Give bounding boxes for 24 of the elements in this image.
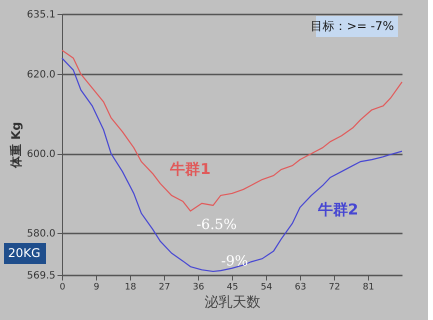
x-tick-label: 18: [124, 282, 136, 292]
y-tick-label: 569.5: [26, 270, 56, 282]
x-tick-label: 54: [260, 282, 272, 292]
x-tick-label: 63: [294, 282, 306, 292]
line-series: [61, 58, 403, 272]
x-tick-label: 81: [362, 282, 374, 292]
x-tick-label: 72: [328, 282, 340, 292]
series-label: 牛群1: [169, 160, 211, 178]
x-tick-label: 45: [226, 282, 238, 292]
x-axis-title: 泌乳天数: [204, 294, 260, 310]
annotation: 目标：>= -7%: [310, 19, 394, 33]
text: 20KG: [8, 246, 40, 260]
series-label: 牛群2: [316, 200, 358, 218]
y-tick-label: 600.0: [26, 149, 56, 160]
annotation: -9%: [221, 253, 248, 270]
x-tick-label: 9: [94, 282, 100, 292]
y-tick-label: 620.0: [26, 70, 56, 81]
y-tick-label: 635.1: [26, 10, 56, 20]
annotation: -6.5%: [196, 216, 237, 233]
x-tick-label: 0: [60, 282, 66, 292]
x-tick-label: 27: [158, 282, 170, 292]
y-tick-label: 580.0: [26, 228, 56, 240]
y-axis-title: 体重 Kg: [8, 122, 23, 170]
x-tick-label: 36: [192, 282, 204, 292]
